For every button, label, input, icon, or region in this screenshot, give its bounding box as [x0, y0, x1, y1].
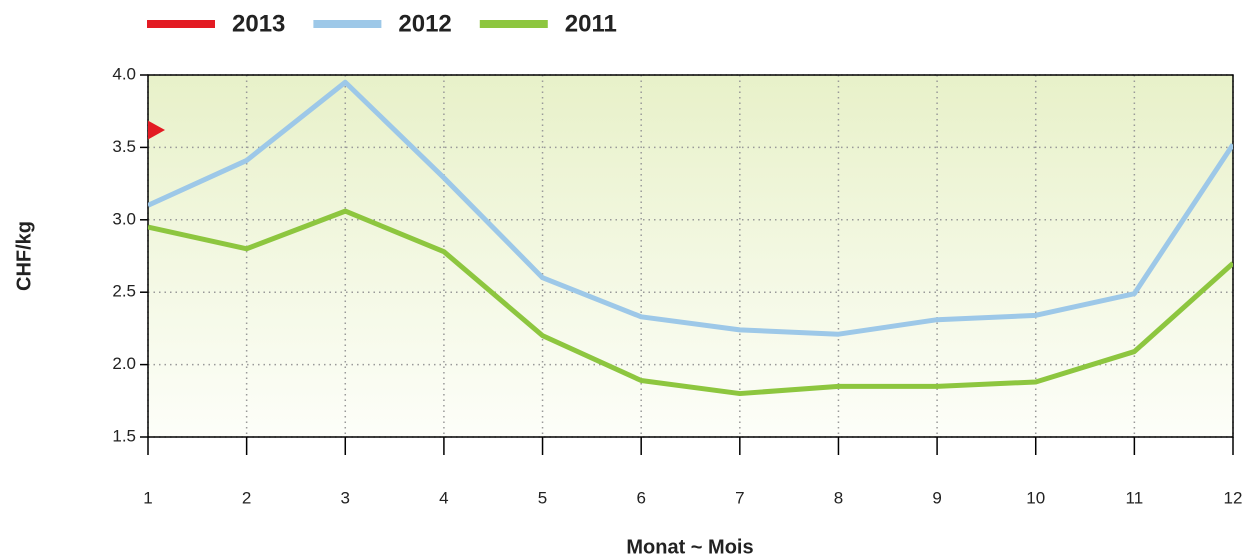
- legend-label: 2012: [398, 10, 451, 37]
- data-line: [148, 79, 1233, 337]
- x-tick-label: 5: [538, 488, 547, 507]
- plot-frame: [147, 74, 1234, 438]
- x-tick-label: 11: [1126, 488, 1144, 507]
- x-tick-label: 7: [735, 488, 744, 507]
- x-tick-label: 6: [636, 488, 645, 507]
- x-tick-label: 1: [143, 488, 152, 507]
- x-tick-label: 8: [834, 488, 843, 507]
- y-tick-label: 1.5: [112, 426, 136, 445]
- x-tick-label: 9: [932, 488, 941, 507]
- y-tick-label: 3.0: [112, 209, 136, 228]
- x-tick-label: 4: [439, 488, 448, 507]
- legend-label: 2011: [565, 10, 617, 37]
- x-tick-label: 2: [242, 488, 251, 507]
- x-tick-label: 12: [1224, 488, 1243, 507]
- y-tick-label: 2.5: [112, 282, 136, 301]
- x-tick-label: 3: [341, 488, 350, 507]
- data-line: [148, 208, 1233, 397]
- y-tick-label: 3.5: [112, 137, 136, 156]
- data-point: [148, 120, 165, 140]
- plot-background: [148, 75, 1233, 437]
- x-axis-label: Monat ~ Mois: [626, 536, 753, 557]
- legend-label: 2013: [232, 10, 285, 37]
- x-tick-label: 10: [1026, 488, 1045, 507]
- y-axis-label: CHF/kg: [13, 221, 35, 291]
- y-tick-label: 2.0: [112, 354, 136, 373]
- y-tick-label: 4.0: [112, 64, 136, 83]
